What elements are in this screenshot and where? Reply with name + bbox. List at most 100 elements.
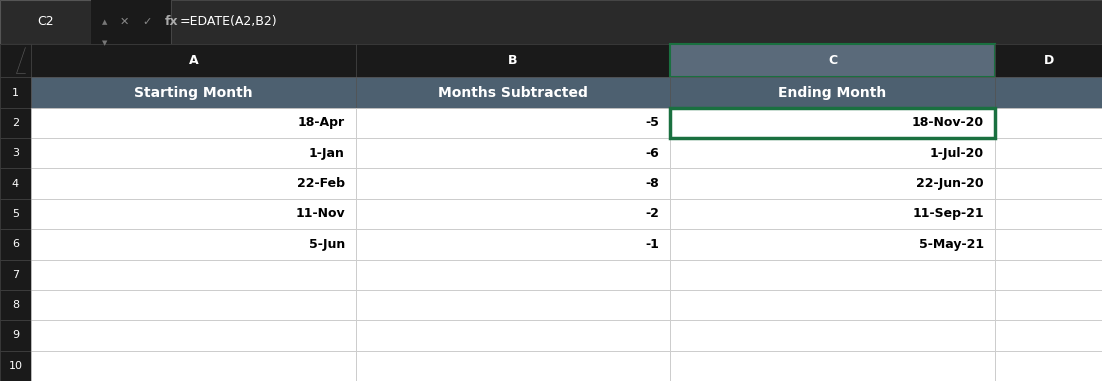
Text: 2: 2 xyxy=(12,118,19,128)
Bar xyxy=(0,0,1102,44)
Bar xyxy=(31,320,356,351)
Bar xyxy=(31,108,356,138)
Bar xyxy=(0,259,31,290)
Text: 8: 8 xyxy=(12,300,19,310)
Bar xyxy=(31,229,356,259)
Text: Ending Month: Ending Month xyxy=(778,85,887,99)
Bar xyxy=(31,259,356,290)
Text: -1: -1 xyxy=(645,238,659,251)
Bar xyxy=(0,44,1102,77)
Text: 18-Nov-20: 18-Nov-20 xyxy=(912,116,984,130)
Bar xyxy=(0,168,31,199)
Bar xyxy=(995,290,1102,320)
Bar xyxy=(31,351,356,381)
Bar xyxy=(995,77,1102,108)
Text: 22-Jun-20: 22-Jun-20 xyxy=(917,177,984,190)
Bar xyxy=(31,138,356,168)
Text: B: B xyxy=(508,54,518,67)
Bar xyxy=(0,44,31,77)
Bar xyxy=(91,0,171,44)
Text: ▲: ▲ xyxy=(102,19,107,25)
Bar xyxy=(0,290,31,320)
Bar xyxy=(670,44,995,77)
Bar xyxy=(670,259,995,290)
Bar xyxy=(356,77,670,108)
Bar xyxy=(670,199,995,229)
Text: 1: 1 xyxy=(12,88,19,98)
Bar xyxy=(995,259,1102,290)
Text: 9: 9 xyxy=(12,330,19,341)
Text: -2: -2 xyxy=(645,208,659,221)
Text: -8: -8 xyxy=(646,177,659,190)
Bar xyxy=(0,108,31,138)
Text: 4: 4 xyxy=(12,179,19,189)
Bar xyxy=(995,138,1102,168)
Bar xyxy=(356,351,670,381)
Bar xyxy=(670,168,995,199)
Bar xyxy=(995,199,1102,229)
Text: A: A xyxy=(188,54,198,67)
Bar xyxy=(995,351,1102,381)
Text: 1-Jan: 1-Jan xyxy=(309,147,345,160)
Bar xyxy=(0,77,31,108)
Text: 11-Nov: 11-Nov xyxy=(295,208,345,221)
Text: Months Subtracted: Months Subtracted xyxy=(437,85,588,99)
Bar xyxy=(31,199,356,229)
Text: 22-Feb: 22-Feb xyxy=(296,177,345,190)
Bar xyxy=(31,77,356,108)
Text: D: D xyxy=(1044,54,1054,67)
Text: ✓: ✓ xyxy=(142,17,151,27)
Bar xyxy=(995,168,1102,199)
Bar xyxy=(995,320,1102,351)
Bar xyxy=(0,199,31,229)
Text: 11-Sep-21: 11-Sep-21 xyxy=(912,208,984,221)
Text: 6: 6 xyxy=(12,239,19,249)
Bar xyxy=(670,108,995,138)
Bar xyxy=(995,108,1102,138)
Bar xyxy=(670,351,995,381)
Bar xyxy=(31,168,356,199)
Bar xyxy=(356,138,670,168)
Bar xyxy=(356,320,670,351)
Text: ▼: ▼ xyxy=(102,40,107,46)
Bar xyxy=(356,108,670,138)
Text: C: C xyxy=(828,54,838,67)
Bar xyxy=(0,351,31,381)
Bar xyxy=(0,0,91,44)
Bar xyxy=(670,138,995,168)
Bar xyxy=(995,229,1102,259)
Text: 3: 3 xyxy=(12,148,19,158)
Bar xyxy=(356,199,670,229)
Text: C2: C2 xyxy=(37,15,54,29)
Text: 1-Jul-20: 1-Jul-20 xyxy=(930,147,984,160)
Text: 10: 10 xyxy=(9,361,22,371)
Bar xyxy=(31,290,356,320)
Bar xyxy=(670,77,995,108)
Bar xyxy=(356,229,670,259)
Text: Starting Month: Starting Month xyxy=(134,85,252,99)
Bar xyxy=(0,138,31,168)
Bar xyxy=(31,44,356,77)
Bar xyxy=(356,259,670,290)
Text: -5: -5 xyxy=(645,116,659,130)
Text: fx: fx xyxy=(165,15,179,29)
Text: =EDATE(A2,B2): =EDATE(A2,B2) xyxy=(180,15,278,29)
Bar xyxy=(670,290,995,320)
Text: -6: -6 xyxy=(646,147,659,160)
Text: 18-Apr: 18-Apr xyxy=(298,116,345,130)
Bar xyxy=(0,229,31,259)
Bar xyxy=(356,44,670,77)
Text: 5: 5 xyxy=(12,209,19,219)
Bar xyxy=(356,290,670,320)
Bar xyxy=(670,108,995,138)
Text: 7: 7 xyxy=(12,270,19,280)
Text: 5-May-21: 5-May-21 xyxy=(919,238,984,251)
Text: 5-Jun: 5-Jun xyxy=(309,238,345,251)
Bar xyxy=(356,168,670,199)
Bar xyxy=(670,320,995,351)
Bar xyxy=(0,320,31,351)
Text: ✕: ✕ xyxy=(120,17,129,27)
Bar xyxy=(995,44,1102,77)
Bar xyxy=(670,229,995,259)
Bar xyxy=(171,0,1102,44)
